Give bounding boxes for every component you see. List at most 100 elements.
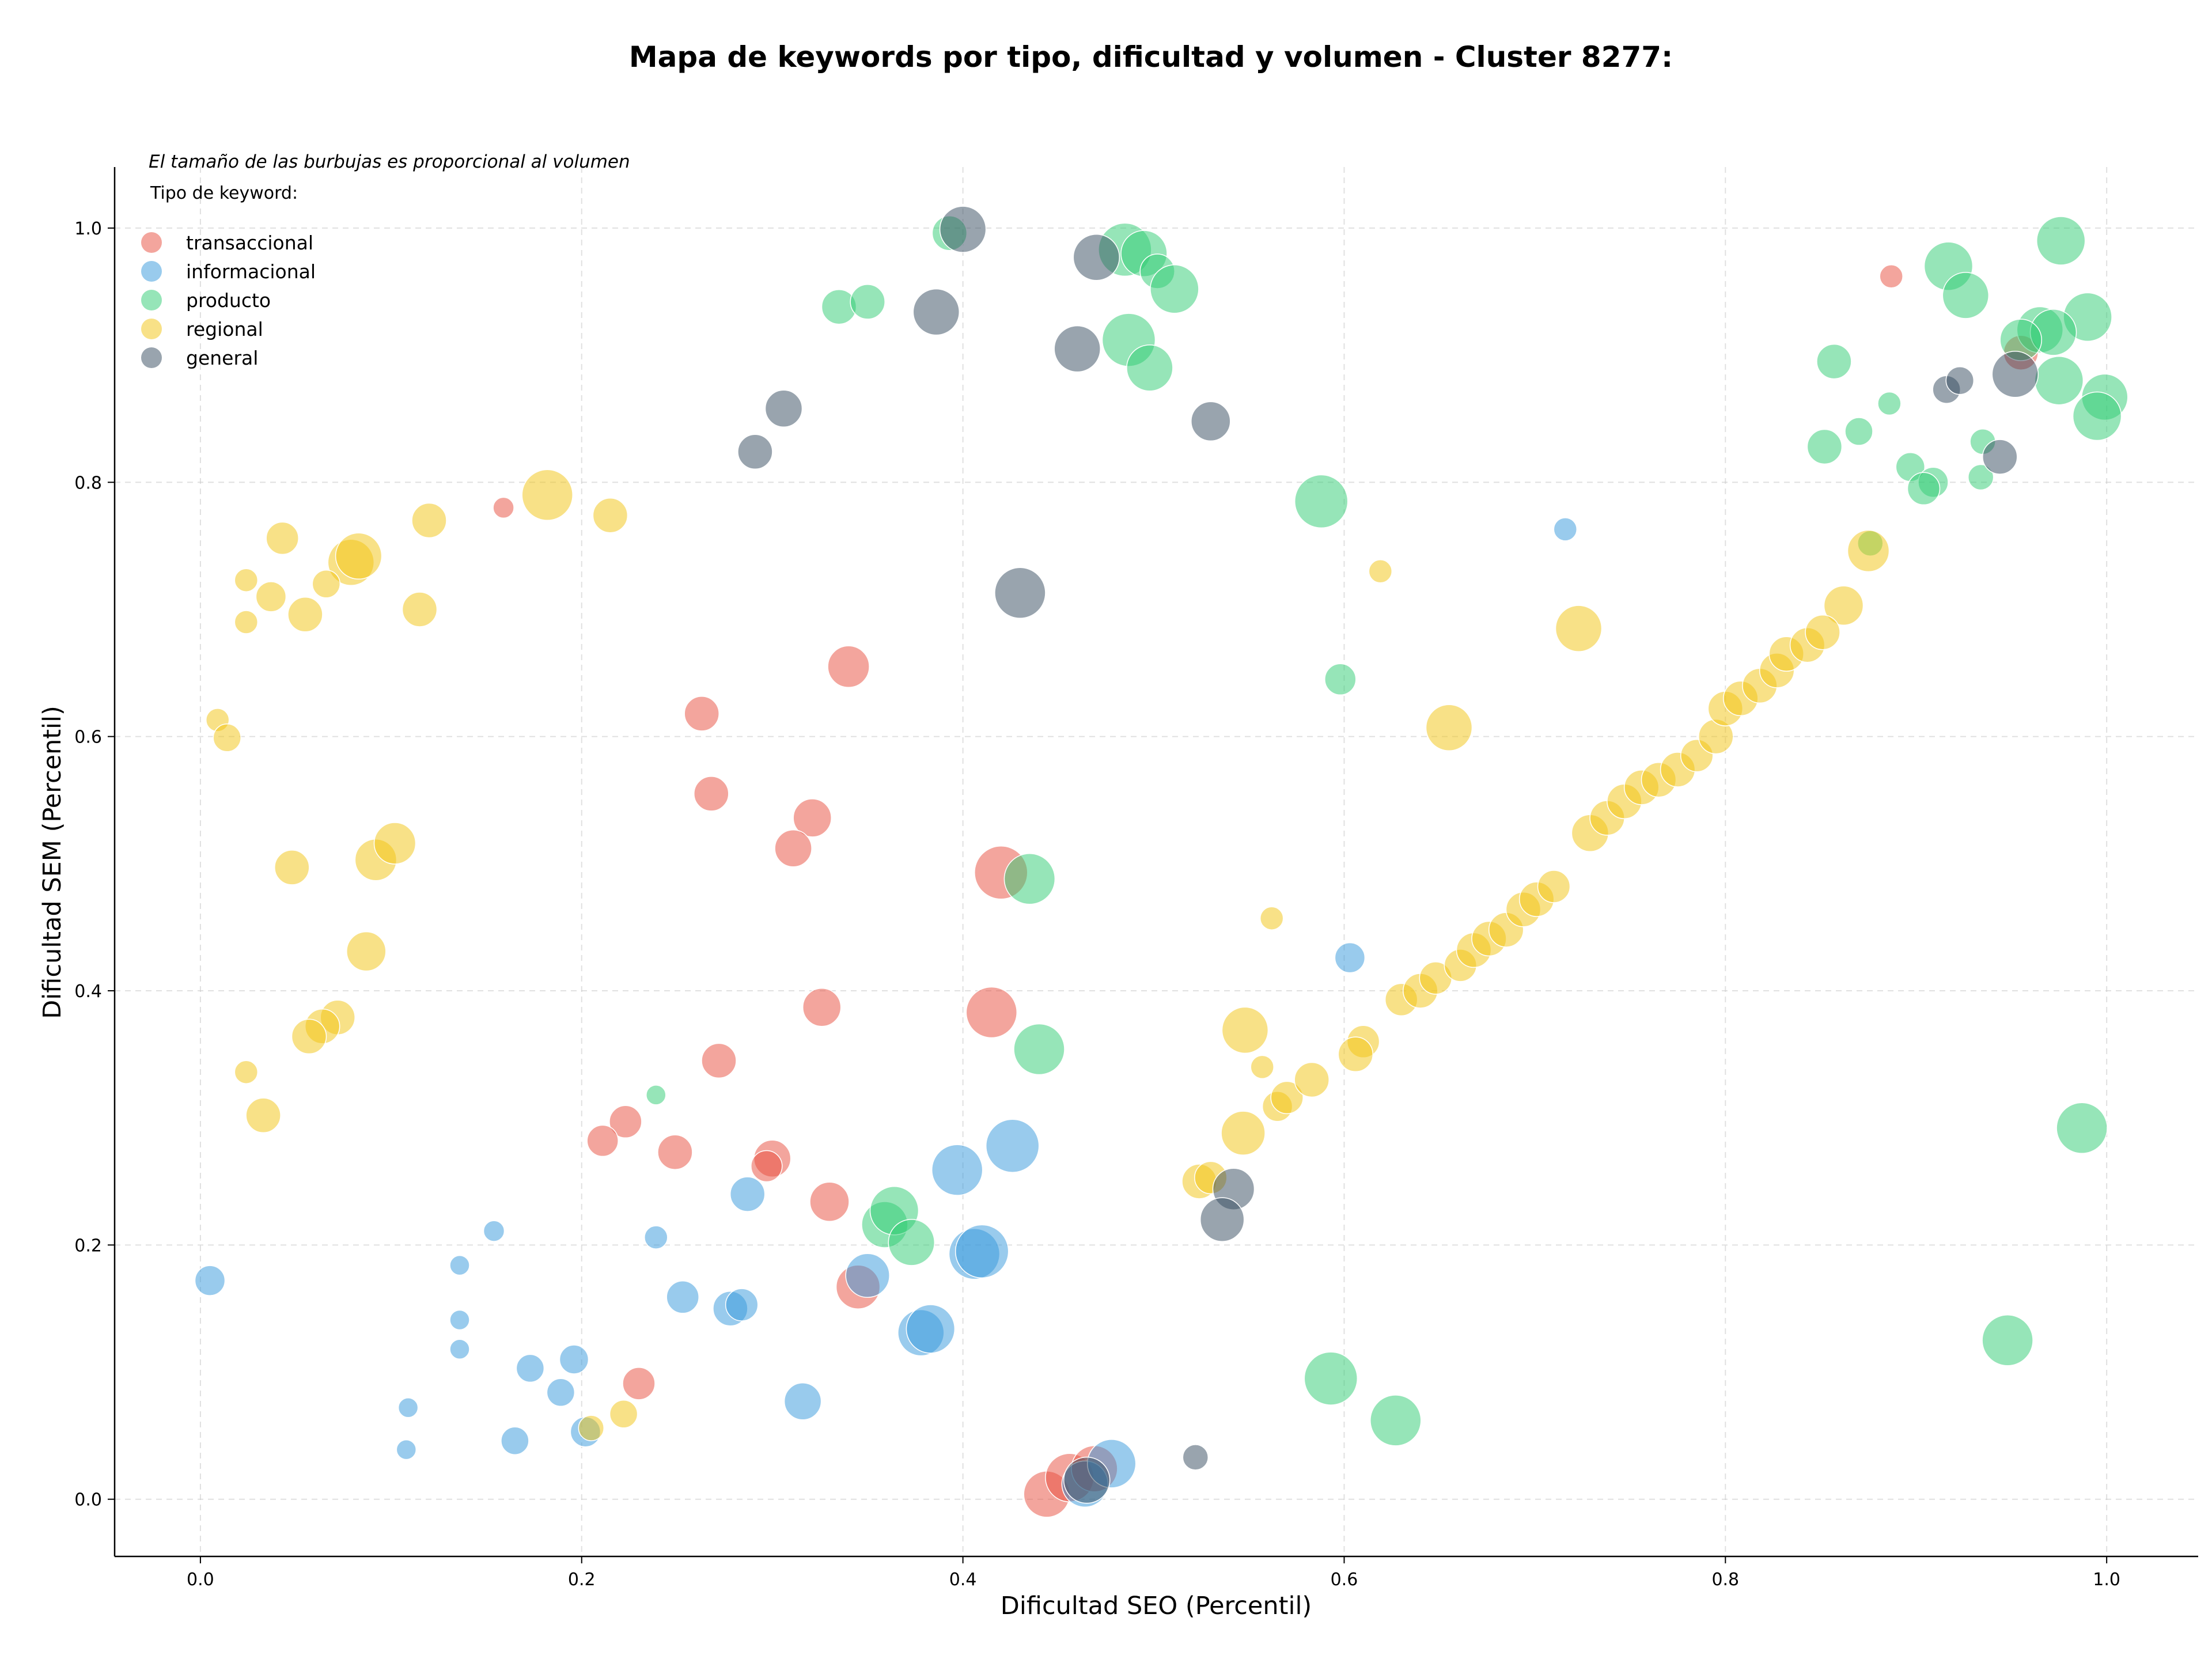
bubble-regional bbox=[1221, 1006, 1269, 1054]
y-tick-label: 1.0 bbox=[74, 219, 102, 239]
bubble-transaccional bbox=[684, 696, 719, 732]
y-tick-label: 0.0 bbox=[74, 1490, 102, 1510]
bubble-producto bbox=[1967, 464, 1994, 491]
legend-marker bbox=[141, 232, 162, 253]
bubble-regional bbox=[234, 610, 259, 634]
bubble-informacional bbox=[397, 1397, 419, 1418]
bubble-producto bbox=[2056, 1102, 2108, 1154]
x-tick-label: 0.6 bbox=[1331, 1570, 1358, 1590]
bubble-informacional bbox=[516, 1354, 545, 1383]
bubble-general bbox=[764, 389, 803, 428]
legend-marker bbox=[141, 261, 162, 282]
bubble-regional bbox=[255, 581, 287, 612]
bubble-informacional bbox=[194, 1265, 226, 1296]
bubble-regional bbox=[1270, 1081, 1304, 1115]
bubble-informacional bbox=[483, 1220, 505, 1242]
bubble-regional bbox=[234, 1060, 259, 1084]
bubble-regional bbox=[266, 521, 299, 555]
y-tick-label: 0.4 bbox=[74, 982, 102, 1002]
bubble-informacional bbox=[931, 1144, 983, 1196]
x-tick-label: 1.0 bbox=[2093, 1570, 2120, 1590]
bubble-general bbox=[1063, 1456, 1111, 1504]
bubble-informacional bbox=[666, 1281, 699, 1314]
bubble-transaccional bbox=[622, 1367, 656, 1400]
bubble-regional bbox=[346, 931, 387, 972]
x-tick-label: 0.0 bbox=[187, 1570, 214, 1590]
bubble-general bbox=[1991, 350, 2039, 398]
legend-label: producto bbox=[186, 289, 271, 312]
bubble-transaccional bbox=[657, 1134, 693, 1170]
bubble-transaccional bbox=[609, 1105, 642, 1139]
bubble-regional bbox=[1250, 1055, 1274, 1079]
bubble-informacional bbox=[501, 1426, 529, 1455]
bubble-producto bbox=[1877, 391, 1902, 416]
bubble-regional bbox=[609, 1400, 638, 1429]
bubble-producto bbox=[1806, 429, 1843, 465]
bubble-informacional bbox=[449, 1339, 470, 1360]
bubble-producto bbox=[646, 1085, 666, 1105]
bubble-producto bbox=[1907, 472, 1941, 506]
bubble-producto bbox=[1150, 264, 1199, 314]
bubble-producto bbox=[850, 284, 885, 320]
axes bbox=[113, 167, 2198, 1558]
bubble-regional bbox=[1847, 529, 1890, 573]
bubble-regional bbox=[1294, 1062, 1330, 1098]
bubble-transaccional bbox=[774, 829, 812, 868]
bubble-regional bbox=[592, 497, 628, 533]
legend-label: transaccional bbox=[186, 232, 313, 254]
bubble-regional bbox=[1537, 870, 1571, 903]
bubble-producto bbox=[1370, 1395, 1422, 1446]
bubble-transaccional bbox=[701, 1043, 737, 1079]
bubble-informacional bbox=[845, 1253, 890, 1298]
size-note: El tamaño de las burbujas es proporciona… bbox=[149, 151, 630, 172]
chart-title: Mapa de keywords por tipo, dificultad y … bbox=[629, 40, 1673, 74]
legend-label: regional bbox=[186, 318, 263, 340]
bubble-informacional bbox=[559, 1344, 589, 1374]
bubble-regional bbox=[1368, 559, 1393, 584]
bubble-regional bbox=[402, 592, 438, 627]
bubble-regional bbox=[312, 570, 341, 598]
bubble-regional bbox=[578, 1415, 605, 1441]
bubble-transaccional bbox=[751, 1150, 783, 1183]
tick-labels: 0.0 0.2 0.4 0.6 0.8 1.0 0.0 0.2 0.4 0.6 0.8 1.0 bbox=[74, 219, 2120, 1590]
bubble-regional bbox=[287, 597, 323, 632]
bubble-producto bbox=[2034, 355, 2084, 406]
y-tick-label: 0.8 bbox=[74, 473, 102, 493]
bubble-producto bbox=[1294, 474, 1349, 529]
bubble-transaccional bbox=[793, 798, 832, 838]
bubbles bbox=[194, 206, 2128, 1518]
x-tick-label: 0.8 bbox=[1711, 1570, 1739, 1590]
bubble-producto bbox=[1816, 343, 1852, 380]
bubble-regional bbox=[1823, 585, 1864, 626]
bubble-regional bbox=[1338, 1036, 1374, 1073]
legend-title: Tipo de keyword: bbox=[150, 183, 298, 203]
grid bbox=[115, 167, 2198, 1556]
bubble-regional bbox=[335, 532, 382, 580]
bubble-producto bbox=[2072, 391, 2122, 441]
bubble-regional bbox=[411, 502, 447, 539]
bubble-transaccional bbox=[586, 1124, 619, 1157]
bubble-informacional bbox=[449, 1309, 470, 1331]
bubble-general bbox=[912, 288, 960, 336]
bubble-general bbox=[939, 206, 987, 253]
bubble-informacional bbox=[729, 1176, 766, 1212]
bubble-producto bbox=[1013, 1023, 1065, 1075]
bubble-transaccional bbox=[809, 1181, 850, 1222]
bubble-regional bbox=[1425, 704, 1473, 751]
legend-label: general bbox=[186, 347, 258, 369]
bubble-regional bbox=[1805, 614, 1840, 650]
y-tick-label: 0.2 bbox=[74, 1236, 102, 1256]
bubble-informacional bbox=[906, 1304, 956, 1354]
bubble-informacional bbox=[396, 1439, 417, 1460]
bubble-regional bbox=[1221, 1111, 1266, 1156]
bubble-regional bbox=[245, 1097, 281, 1134]
bubble-regional bbox=[213, 723, 241, 752]
bubble-transaccional bbox=[827, 645, 870, 688]
bubble-producto bbox=[1126, 344, 1173, 392]
bubble-transaccional bbox=[493, 497, 514, 519]
bubble-producto bbox=[1304, 1351, 1358, 1406]
bubble-informacional bbox=[546, 1378, 575, 1407]
x-tick-label: 0.2 bbox=[568, 1570, 596, 1590]
